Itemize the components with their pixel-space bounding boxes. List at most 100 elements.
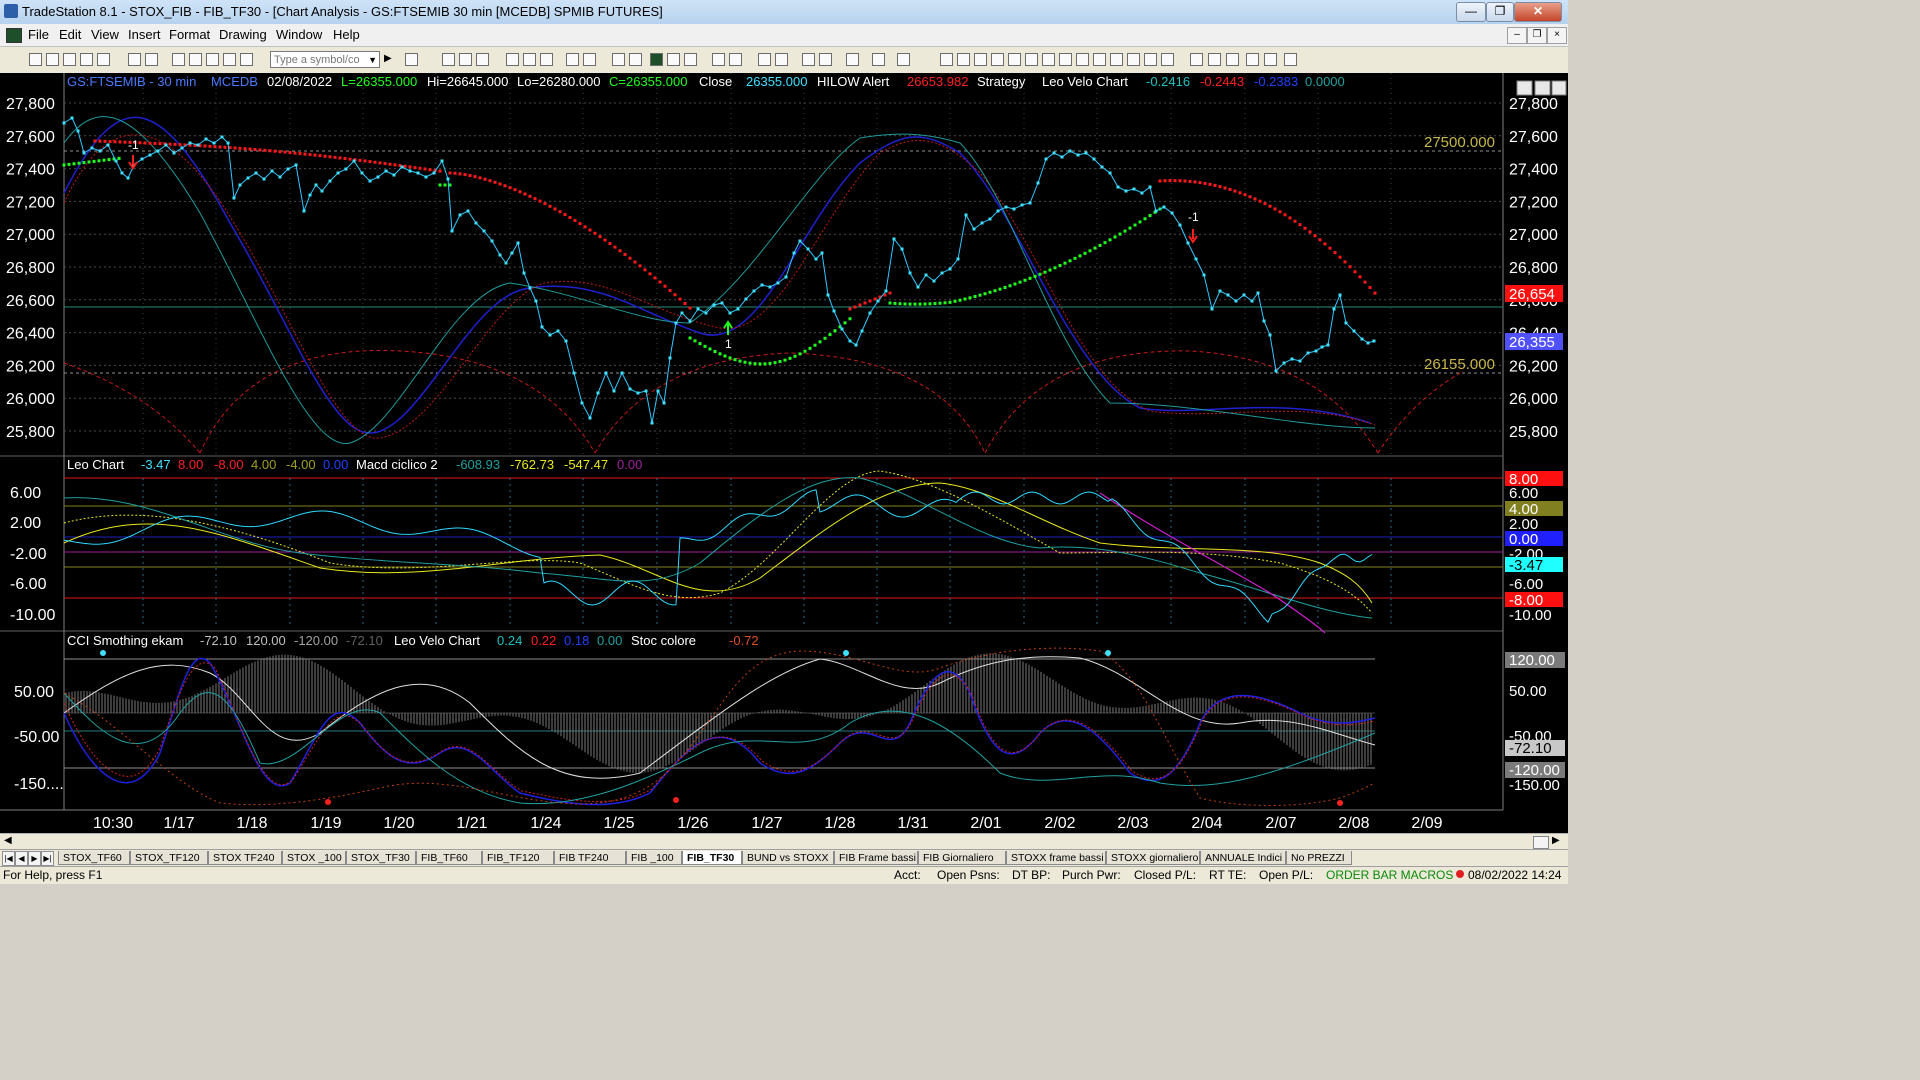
- menu-format[interactable]: Format: [169, 27, 211, 42]
- close-button[interactable]: ✕: [1514, 2, 1562, 22]
- channel-icon[interactable]: [991, 53, 1004, 66]
- minimize-button[interactable]: —: [1456, 2, 1486, 22]
- print-preview-icon[interactable]: [145, 53, 158, 66]
- insert-analysis-icon[interactable]: [612, 53, 625, 66]
- workspace-tab[interactable]: STOXX giornaliero: [1106, 851, 1200, 865]
- insert-strategy-icon[interactable]: [629, 53, 642, 66]
- zoom-out-icon[interactable]: [775, 53, 788, 66]
- workspace-tab[interactable]: FIB TF240: [554, 851, 626, 865]
- rectangle-icon[interactable]: [1264, 53, 1277, 66]
- line-chart-icon[interactable]: [540, 53, 553, 66]
- symbol-lookup-icon[interactable]: [405, 53, 418, 66]
- mdi-close-button[interactable]: ×: [1547, 27, 1567, 44]
- workspace-tab[interactable]: STOX_TF60: [58, 851, 130, 865]
- workspace-tab[interactable]: FIB_TF30: [682, 851, 742, 865]
- open-icon[interactable]: [46, 53, 59, 66]
- pointer-icon[interactable]: [802, 53, 815, 66]
- copy-icon[interactable]: [80, 53, 93, 66]
- workspace-tab[interactable]: STOX _100: [282, 851, 346, 865]
- chart-minimize-button[interactable]: [1516, 80, 1533, 96]
- mdi-restore-button[interactable]: ❐: [1527, 27, 1547, 44]
- data-window-icon[interactable]: [872, 53, 885, 66]
- radar-screen-icon[interactable]: [459, 53, 472, 66]
- speed-lines-icon[interactable]: [1025, 53, 1038, 66]
- gann-fan-icon[interactable]: [1042, 53, 1055, 66]
- menu-view[interactable]: View: [91, 27, 119, 42]
- angle-icon[interactable]: [1093, 53, 1106, 66]
- ellipse-icon[interactable]: [1246, 53, 1259, 66]
- distance-icon[interactable]: [1110, 53, 1123, 66]
- tools-icon[interactable]: [846, 53, 859, 66]
- new-icon[interactable]: [29, 53, 42, 66]
- layout-icon[interactable]: [189, 53, 202, 66]
- scroll-left-icon[interactable]: [712, 53, 725, 66]
- workspace-tab[interactable]: STOX_TF120: [130, 851, 208, 865]
- workspace-tab[interactable]: ANNUALE Indici: [1200, 851, 1286, 865]
- lock-icon[interactable]: [206, 53, 219, 66]
- print-icon[interactable]: [128, 53, 141, 66]
- workspace-tab[interactable]: BUND vs STOXX: [742, 851, 834, 865]
- menu-edit[interactable]: Edit: [59, 27, 82, 42]
- workspace-tab[interactable]: FIB Frame bassi: [834, 851, 918, 865]
- save-icon[interactable]: [63, 53, 76, 66]
- indicator-icon[interactable]: [583, 53, 596, 66]
- crosshair-icon[interactable]: [819, 53, 832, 66]
- window-icon[interactable]: [172, 53, 185, 66]
- chart-close-button[interactable]: [1551, 80, 1567, 96]
- freehand-icon[interactable]: [1190, 53, 1203, 66]
- document-icon[interactable]: [6, 28, 22, 43]
- text-icon[interactable]: [1284, 53, 1297, 66]
- menu-drawing[interactable]: Drawing: [219, 27, 267, 42]
- go-arrow-icon[interactable]: ▶: [384, 53, 392, 64]
- fibonacci-icon[interactable]: [1008, 53, 1021, 66]
- last-tab-icon[interactable]: ▶|: [41, 851, 54, 866]
- workspace-tab[interactable]: STOXX frame bassi: [1006, 851, 1106, 865]
- chart-canvas[interactable]: -1 -1 1 27,800 27,600 27,400 27,200 27,000 26…: [0, 73, 1568, 833]
- workspace-tab[interactable]: FIB _100: [626, 851, 682, 865]
- cycle-icon[interactable]: [1127, 53, 1140, 66]
- candle-icon[interactable]: [523, 53, 536, 66]
- matrix-icon[interactable]: [476, 53, 489, 66]
- zoom-in-icon[interactable]: [758, 53, 771, 66]
- workspace-tab[interactable]: FIB_TF60: [416, 851, 482, 865]
- workspace-tab[interactable]: FIB Giornaliero: [918, 851, 1006, 865]
- globe-icon[interactable]: [240, 53, 253, 66]
- horizontal-line-icon[interactable]: [974, 53, 987, 66]
- regression-icon[interactable]: [1076, 53, 1089, 66]
- menu-file[interactable]: File: [28, 27, 49, 42]
- symbol-input[interactable]: Type a symbol/co ▼: [270, 51, 380, 68]
- compress-icon[interactable]: [667, 53, 680, 66]
- market-depth-icon[interactable]: [650, 53, 663, 66]
- workspace-tab[interactable]: FIB_TF120: [482, 851, 554, 865]
- arrow-up-icon[interactable]: [1226, 53, 1239, 66]
- andrews-pitchfork-icon[interactable]: [1059, 53, 1072, 66]
- folder-icon[interactable]: [97, 53, 110, 66]
- scroll-right-icon[interactable]: [729, 53, 742, 66]
- prev-tab-icon[interactable]: ◀: [15, 851, 28, 866]
- scroll-thumb[interactable]: [1533, 836, 1549, 849]
- chart-restore-button[interactable]: [1534, 80, 1551, 96]
- format-icon[interactable]: [566, 53, 579, 66]
- menu-help[interactable]: Help: [333, 27, 360, 42]
- leo-chart-pane[interactable]: 6.002.00-2.00-6.00-10.00 8.006.004.002.0…: [10, 457, 1563, 634]
- expand-icon[interactable]: [684, 53, 697, 66]
- dropdown-icon[interactable]: ▼: [368, 55, 377, 65]
- scroll-right-icon[interactable]: ▶: [1552, 835, 1560, 846]
- next-tab-icon[interactable]: ▶: [28, 851, 41, 866]
- chart-analysis-window[interactable]: -1 -1 1 27,800 27,600 27,400 27,200 27,000 26…: [0, 73, 1568, 833]
- leo-chart-line[interactable]: [63, 489, 1373, 624]
- trendline-icon[interactable]: [940, 53, 953, 66]
- alert-icon[interactable]: [897, 53, 910, 66]
- cci-pane[interactable]: 50.00 -50.00 -150.... 120.00 50.00 -50.00 -72…: [14, 633, 1565, 806]
- chart-analysis-icon[interactable]: [442, 53, 455, 66]
- vertical-line-icon[interactable]: [957, 53, 970, 66]
- menu-insert[interactable]: Insert: [128, 27, 161, 42]
- pencil-icon[interactable]: [1161, 53, 1174, 66]
- order-bar-macros[interactable]: ORDER BAR MACROS: [1326, 868, 1454, 882]
- maximize-button[interactable]: ❐: [1486, 2, 1514, 22]
- strategy-icon[interactable]: [223, 53, 236, 66]
- horizontal-scrollbar[interactable]: ◀ ▶: [0, 833, 1568, 850]
- workspace-tab[interactable]: No PREZZI: [1286, 851, 1352, 865]
- mdi-minimize-button[interactable]: –: [1507, 27, 1527, 44]
- arc-icon[interactable]: [1144, 53, 1157, 66]
